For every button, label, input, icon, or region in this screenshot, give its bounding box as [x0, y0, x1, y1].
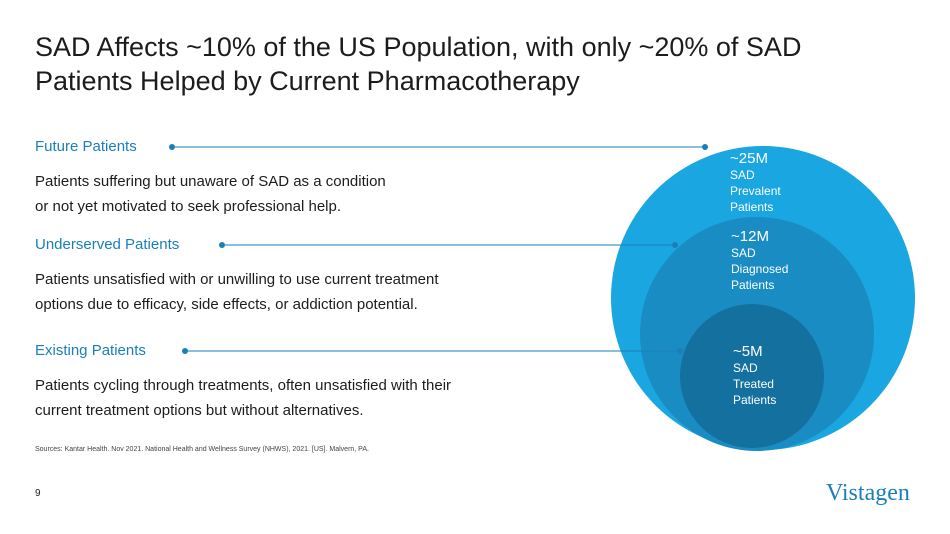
- connector-dot: [677, 348, 683, 354]
- circle-label: SAD: [731, 246, 756, 260]
- connector-dot: [169, 144, 175, 150]
- circle-label: Prevalent: [730, 184, 781, 198]
- connector-dot: [702, 144, 708, 150]
- segment-description: Patients unsatisfied with or unwilling t…: [35, 267, 439, 317]
- sources: Sources: Kantar Health. Nov 2021. Nation…: [35, 446, 369, 453]
- circle-label: Patients: [733, 393, 776, 407]
- connector-dot: [182, 348, 188, 354]
- description-line: or not yet motivated to seek professiona…: [35, 198, 342, 215]
- circle-value: ~12M: [731, 228, 769, 245]
- inner-circle: [680, 304, 824, 448]
- segment-heading: Underserved Patients: [35, 236, 180, 253]
- title: SAD Affects ~10% of the US Population, w…: [35, 30, 801, 98]
- circle-label: Diagnosed: [731, 262, 788, 276]
- segment-description: Patients cycling through treatments, oft…: [35, 373, 451, 423]
- page-number: 9: [35, 488, 41, 499]
- description-line: Patients unsatisfied with or unwilling t…: [35, 271, 439, 288]
- segment-description: Patients suffering but unaware of SAD as…: [35, 169, 386, 219]
- connector-dot: [219, 242, 225, 248]
- description-line: Patients suffering but unaware of SAD as…: [35, 173, 386, 190]
- title-line: Patients Helped by Current Pharmacothera…: [35, 66, 580, 96]
- circle-label: Patients: [731, 278, 774, 292]
- title-line: SAD Affects ~10% of the US Population, w…: [35, 32, 802, 62]
- circle-label: SAD: [730, 168, 755, 182]
- description-line: current treatment options but without al…: [35, 402, 364, 419]
- circle-value: ~25M: [730, 150, 768, 167]
- logo: Vistagen: [826, 480, 910, 506]
- description-line: Patients cycling through treatments, oft…: [35, 377, 452, 394]
- circle-label: SAD: [733, 361, 758, 375]
- connector-dot: [672, 242, 678, 248]
- description-line: options due to efficacy, side effects, o…: [35, 296, 418, 313]
- segment-heading: Future Patients: [35, 138, 137, 155]
- circle-value: ~5M: [733, 343, 763, 360]
- segment-heading: Existing Patients: [35, 342, 146, 359]
- circle-label: Treated: [733, 377, 774, 391]
- circle-label: Patients: [730, 200, 773, 214]
